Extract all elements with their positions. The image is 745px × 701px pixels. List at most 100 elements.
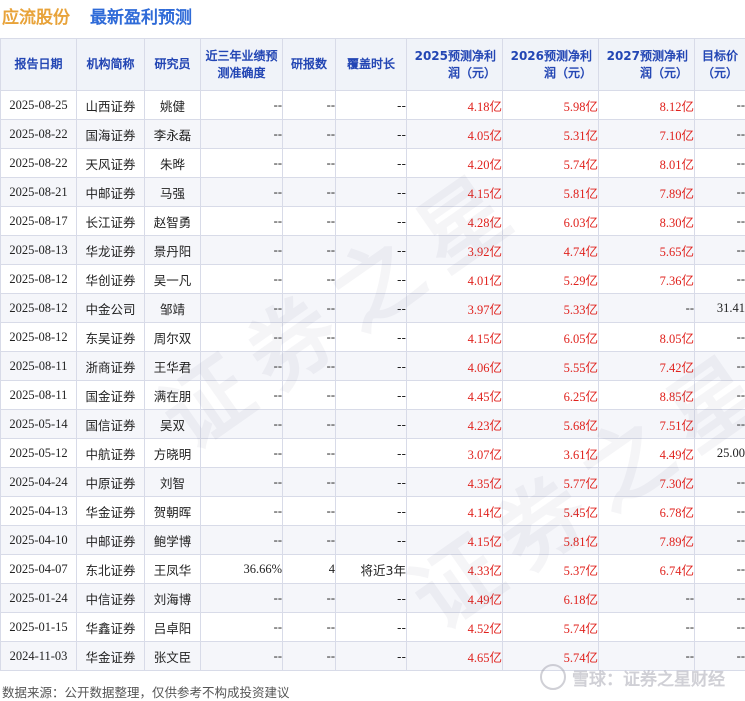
cell-forecast-2026: 5.33亿 xyxy=(503,294,599,323)
cell-coverage: -- xyxy=(336,526,407,555)
cell-forecast-2027: 4.49亿 xyxy=(599,439,695,468)
cell-forecast-2025: 4.52亿 xyxy=(407,613,503,642)
cell-accuracy: -- xyxy=(201,497,283,526)
cell-report-count: -- xyxy=(283,584,336,613)
col-header-2025[interactable]: 2025预测净利润（元） xyxy=(407,39,503,91)
cell-date: 2024-11-03 xyxy=(1,642,77,671)
cell-forecast-2026: 5.74亿 xyxy=(503,149,599,178)
cell-forecast-2026: 5.55亿 xyxy=(503,352,599,381)
brand-logo: 雪球：证券之星财经 xyxy=(540,664,725,690)
cell-report-count: -- xyxy=(283,410,336,439)
cell-report-count: -- xyxy=(283,149,336,178)
cell-target-price: -- xyxy=(695,91,745,120)
cell-forecast-2027: 8.12亿 xyxy=(599,91,695,120)
company-name: 应流股份 xyxy=(2,3,70,28)
page-subtitle: 最新盈利预测 xyxy=(90,3,192,28)
cell-target-price: -- xyxy=(695,468,745,497)
cell-coverage: -- xyxy=(336,178,407,207)
cell-target-price: -- xyxy=(695,584,745,613)
cell-report-count: -- xyxy=(283,381,336,410)
cell-date: 2025-04-10 xyxy=(1,526,77,555)
cell-forecast-2026: 5.77亿 xyxy=(503,468,599,497)
cell-target-price: -- xyxy=(695,207,745,236)
cell-date: 2025-08-12 xyxy=(1,265,77,294)
col-header-report-count[interactable]: 研报数 xyxy=(283,39,336,91)
cell-forecast-2027: -- xyxy=(599,613,695,642)
cell-forecast-2026: 4.74亿 xyxy=(503,236,599,265)
col-header-target-price[interactable]: 目标价（元） xyxy=(695,39,745,91)
cell-analyst: 方晓明 xyxy=(145,439,201,468)
cell-analyst: 马强 xyxy=(145,178,201,207)
cell-coverage: -- xyxy=(336,410,407,439)
cell-forecast-2027: 6.78亿 xyxy=(599,497,695,526)
forecast-table: 报告日期 机构简称 研究员 近三年业绩预测准确度 研报数 覆盖时长 2025预测… xyxy=(0,38,745,671)
cell-forecast-2026: 6.05亿 xyxy=(503,323,599,352)
cell-forecast-2025: 4.15亿 xyxy=(407,526,503,555)
cell-accuracy: -- xyxy=(201,584,283,613)
cell-forecast-2025: 4.06亿 xyxy=(407,352,503,381)
cell-report-count: -- xyxy=(283,468,336,497)
cell-coverage: -- xyxy=(336,207,407,236)
cell-forecast-2025: 4.14亿 xyxy=(407,497,503,526)
col-header-accuracy[interactable]: 近三年业绩预测准确度 xyxy=(201,39,283,91)
cell-forecast-2026: 5.81亿 xyxy=(503,526,599,555)
cell-analyst: 吴双 xyxy=(145,410,201,439)
cell-report-count: -- xyxy=(283,613,336,642)
cell-org: 长江证券 xyxy=(77,207,145,236)
cell-analyst: 王凤华 xyxy=(145,555,201,584)
cell-report-count: -- xyxy=(283,439,336,468)
col-header-org[interactable]: 机构简称 xyxy=(77,39,145,91)
cell-accuracy: -- xyxy=(201,294,283,323)
col-header-2027[interactable]: 2027预测净利润（元） xyxy=(599,39,695,91)
cell-report-count: -- xyxy=(283,352,336,381)
cell-date: 2025-08-11 xyxy=(1,381,77,410)
cell-accuracy: -- xyxy=(201,207,283,236)
cell-org: 中原证券 xyxy=(77,468,145,497)
cell-forecast-2025: 4.15亿 xyxy=(407,178,503,207)
col-header-2026[interactable]: 2026预测净利润（元） xyxy=(503,39,599,91)
cell-org: 东北证券 xyxy=(77,555,145,584)
cell-date: 2025-08-12 xyxy=(1,323,77,352)
cell-analyst: 鲍学博 xyxy=(145,526,201,555)
cell-org: 中邮证券 xyxy=(77,178,145,207)
col-header-date[interactable]: 报告日期 xyxy=(1,39,77,91)
cell-accuracy: -- xyxy=(201,352,283,381)
cell-accuracy: 36.66% xyxy=(201,555,283,584)
cell-org: 国金证券 xyxy=(77,381,145,410)
col-header-coverage[interactable]: 覆盖时长 xyxy=(336,39,407,91)
cell-target-price: -- xyxy=(695,526,745,555)
cell-forecast-2026: 6.18亿 xyxy=(503,584,599,613)
cell-report-count: -- xyxy=(283,526,336,555)
cell-forecast-2025: 4.65亿 xyxy=(407,642,503,671)
cell-accuracy: -- xyxy=(201,642,283,671)
col-header-analyst[interactable]: 研究员 xyxy=(145,39,201,91)
cell-date: 2025-01-15 xyxy=(1,613,77,642)
cell-analyst: 吴一凡 xyxy=(145,265,201,294)
cell-forecast-2027: 8.05亿 xyxy=(599,323,695,352)
cell-analyst: 李永磊 xyxy=(145,120,201,149)
cell-target-price: -- xyxy=(695,352,745,381)
cell-date: 2025-08-12 xyxy=(1,294,77,323)
cell-coverage: 将近3年 xyxy=(336,555,407,584)
cell-coverage: -- xyxy=(336,149,407,178)
cell-forecast-2025: 4.05亿 xyxy=(407,120,503,149)
